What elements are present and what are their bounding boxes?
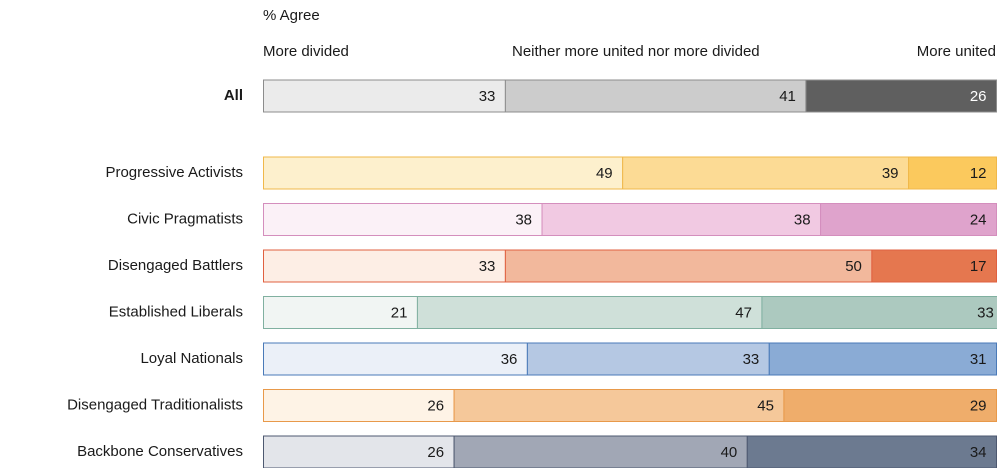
value-label: 33 (977, 304, 994, 321)
category-label: Loyal Nationals (140, 350, 243, 367)
value-label: 26 (427, 397, 444, 414)
category-label: Disengaged Battlers (108, 257, 243, 274)
category-label: All (224, 87, 243, 104)
bar-segment (263, 389, 455, 422)
value-label: 21 (391, 304, 408, 321)
value-label: 38 (515, 211, 532, 228)
value-label: 38 (794, 211, 811, 228)
value-label: 50 (845, 258, 862, 275)
bar-segment (908, 156, 997, 190)
category-label: Progressive Activists (105, 164, 243, 181)
bar-segment (263, 435, 455, 468)
value-label: 33 (479, 88, 496, 105)
value-label: 33 (743, 351, 760, 368)
value-label: 17 (970, 258, 987, 275)
value-label: 26 (970, 88, 987, 105)
value-label: 41 (779, 88, 796, 105)
bar-segment (783, 389, 997, 422)
bar-segment (453, 435, 748, 468)
bar-segment (416, 296, 763, 329)
category-label: Disengaged Traditionalists (67, 396, 243, 413)
bar-segment (263, 203, 543, 236)
category-label: Established Liberals (109, 303, 243, 320)
legend-label: More divided (263, 43, 349, 60)
value-label: 49 (596, 165, 613, 182)
legend-label: Neither more united nor more divided (512, 43, 760, 60)
value-label: 36 (501, 351, 518, 368)
value-label: 45 (757, 397, 774, 414)
legend-label: More united (917, 43, 996, 60)
subtitle: % Agree (263, 7, 320, 24)
bar-segment (761, 296, 997, 329)
bar-segment (622, 156, 910, 190)
value-label: 47 (735, 304, 752, 321)
bar-segment (526, 342, 770, 376)
bar-segment (746, 435, 997, 468)
bar-segment (504, 249, 873, 283)
bar-segment (263, 156, 624, 190)
category-label: Backbone Conservatives (77, 443, 243, 460)
bar-segment (453, 389, 785, 422)
value-label: 31 (970, 351, 987, 368)
bar-segment (541, 203, 822, 236)
bar-segment (263, 79, 506, 113)
bar-segment (504, 79, 807, 113)
bar-segment (263, 249, 506, 283)
value-label: 24 (970, 211, 987, 228)
value-label: 39 (882, 165, 899, 182)
value-label: 29 (970, 397, 987, 414)
bar-segment (805, 79, 997, 113)
bar-segment (263, 342, 528, 376)
value-label: 40 (721, 444, 738, 461)
bar-segment (768, 342, 997, 376)
value-label: 12 (970, 165, 987, 182)
value-label: 34 (970, 444, 987, 461)
bar-segment (820, 203, 997, 236)
value-label: 33 (479, 258, 496, 275)
bar-segment (871, 249, 997, 283)
category-label: Civic Pragmatists (127, 210, 243, 227)
value-label: 26 (427, 444, 444, 461)
